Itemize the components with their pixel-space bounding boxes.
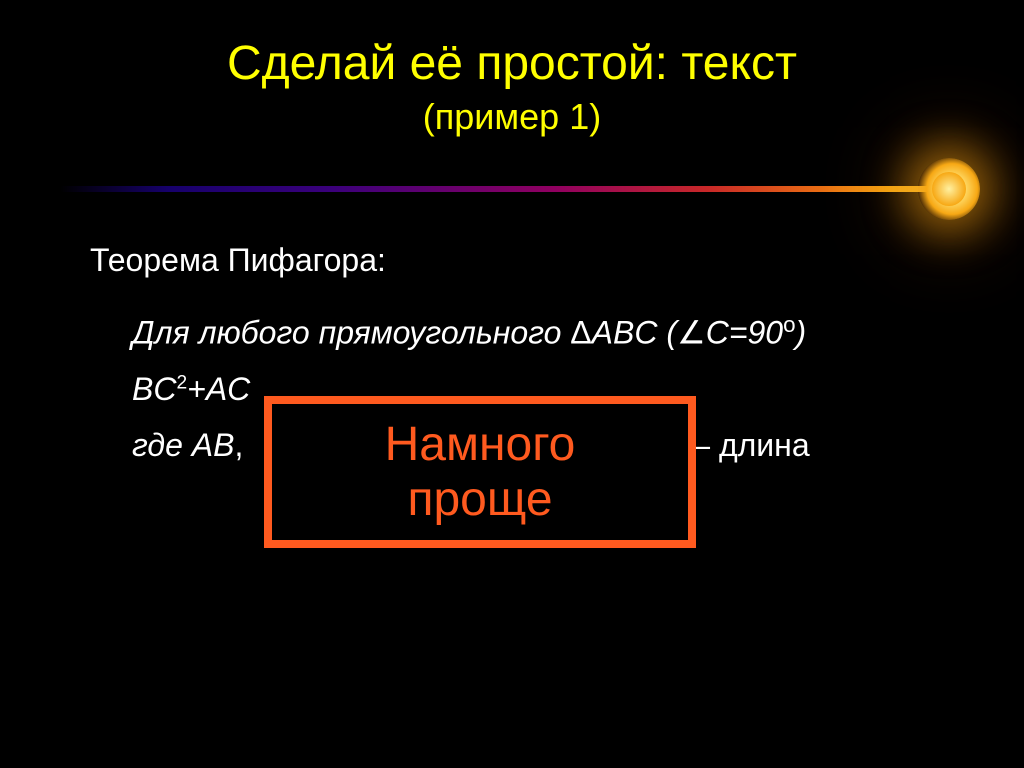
degree-icon: о — [783, 312, 795, 337]
l3-tail-dash: – длина — [683, 427, 809, 463]
triangle-icon: Δ — [570, 315, 591, 351]
eq-a-sq: 2 — [176, 372, 187, 393]
l3-comma: , — [234, 427, 243, 463]
eq-a: BC — [132, 371, 176, 407]
l1-close: ) — [796, 315, 807, 351]
l1-triangle: ABC — [592, 315, 658, 351]
callout-box: Намного проще — [264, 396, 696, 548]
l1-anglevar: C=90 — [706, 315, 783, 351]
l1-prefix: Для любого прямоугольного — [132, 315, 570, 351]
eq-b: AC — [206, 371, 250, 407]
angle-icon: ∠ — [677, 315, 706, 351]
slide-title: Сделай её простой: текст — [0, 38, 1024, 91]
eq-plus: + — [187, 371, 206, 407]
theorem-label: Теорема Пифагора: — [90, 238, 930, 282]
comet-divider — [60, 158, 980, 220]
comet-head-icon — [918, 158, 980, 220]
callout-text: Намного проще — [385, 417, 576, 527]
l3-ab: AB — [192, 427, 235, 463]
l1-open: ( — [657, 315, 677, 351]
slide-title-block: Сделай её простой: текст (пример 1) — [0, 38, 1024, 138]
callout-line2: проще — [407, 473, 552, 526]
l3-prefix: где — [132, 427, 192, 463]
theorem-line-1: Для любого прямоугольного ΔABC (∠C=90о) — [132, 310, 930, 355]
comet-head-core — [932, 172, 966, 206]
slide: Сделай её простой: текст (пример 1) Теор… — [0, 0, 1024, 768]
callout-line1: Намного — [385, 418, 576, 471]
comet-tail — [60, 186, 960, 192]
slide-subtitle: (пример 1) — [0, 95, 1024, 138]
